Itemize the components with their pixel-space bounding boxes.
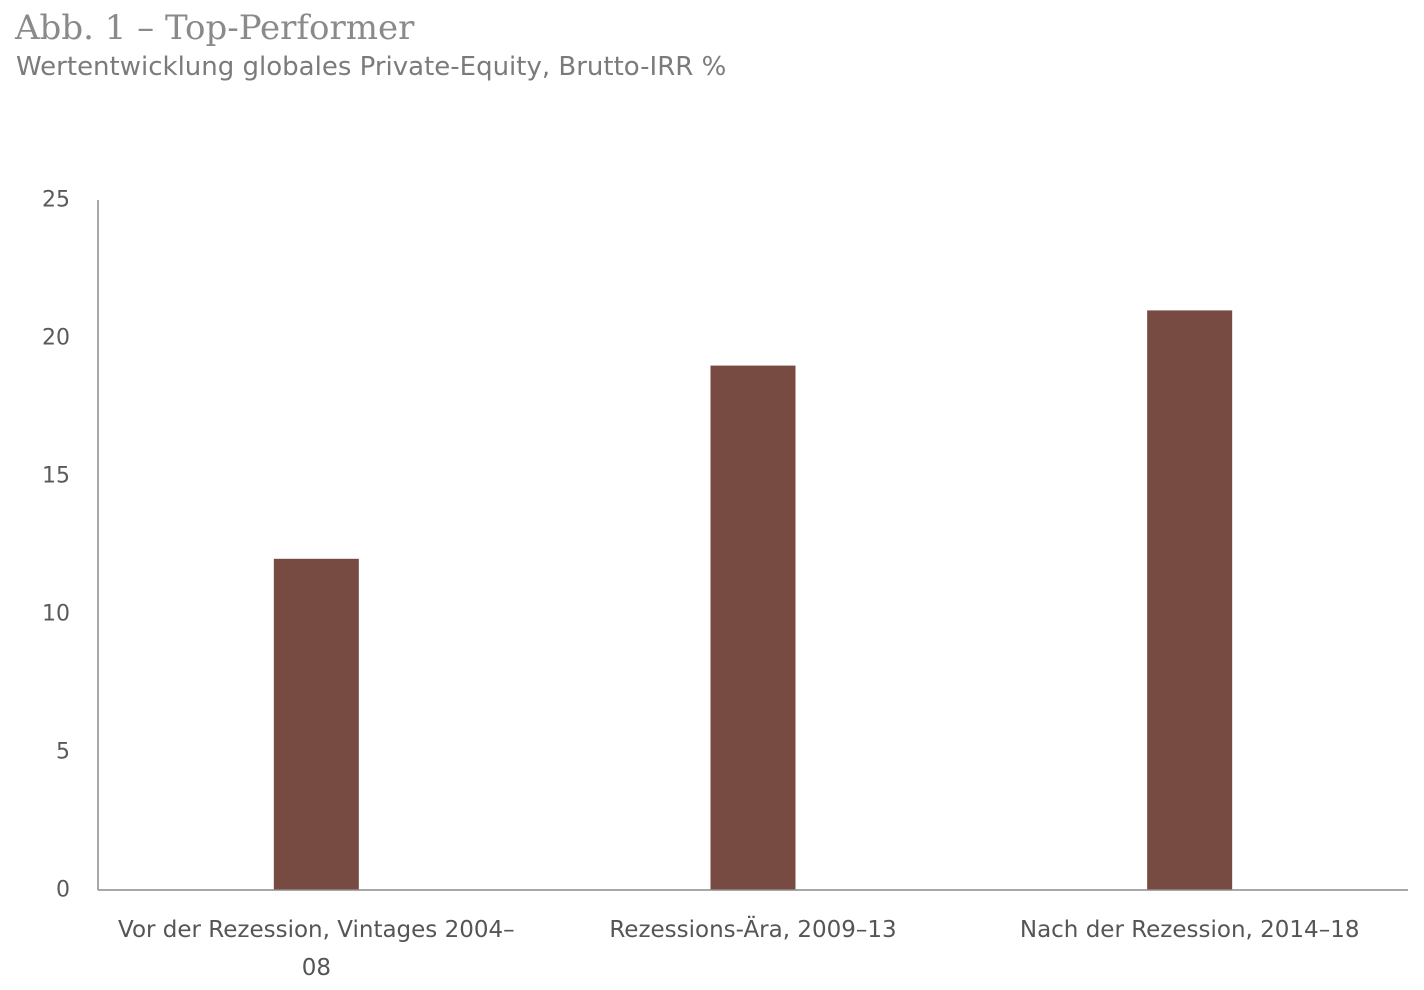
x-axis-category-labels: Vor der Rezession, Vintages 2004– 08 Rezes… <box>118 915 1359 981</box>
y-tick-label: 20 <box>42 326 70 351</box>
bar <box>1147 310 1233 890</box>
y-axis-ticks: 0 5 10 15 20 25 <box>42 188 70 903</box>
y-tick-label: 0 <box>56 878 70 903</box>
y-tick-label: 15 <box>42 464 70 489</box>
y-tick-label: 25 <box>42 188 70 213</box>
y-tick-label: 10 <box>42 602 70 627</box>
chart-title: Abb. 1 – Top-Performer <box>15 8 415 48</box>
x-category-label: Vor der Rezession, Vintages 2004– <box>118 917 515 943</box>
x-category-label: Nach der Rezession, 2014–18 <box>1020 917 1360 943</box>
chart-subtitle: Wertentwicklung globales Private-Equity,… <box>16 52 727 82</box>
y-tick-label: 5 <box>56 740 70 765</box>
x-category-label: 08 <box>302 955 331 981</box>
bar <box>273 558 359 890</box>
bar <box>710 365 796 891</box>
x-category-label: Rezessions-Ära, 2009–13 <box>609 915 896 943</box>
bars <box>273 310 1233 891</box>
